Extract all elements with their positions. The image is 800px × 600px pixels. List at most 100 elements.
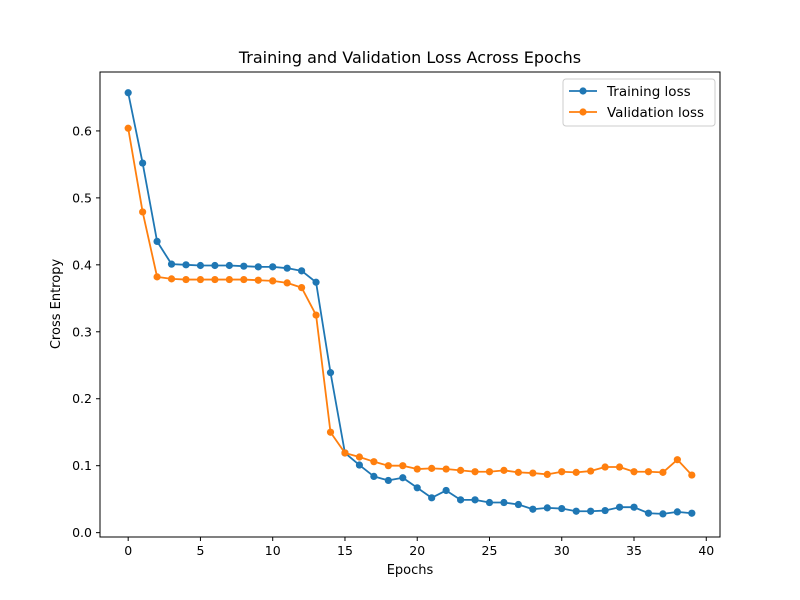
data-point — [413, 465, 421, 473]
data-point — [240, 275, 248, 284]
data-point — [139, 159, 147, 167]
data-point — [370, 458, 378, 466]
data-point — [399, 474, 407, 482]
data-point — [601, 463, 609, 471]
x-tick-label: 15 — [337, 543, 353, 558]
y-tick-label: 0.6 — [72, 123, 92, 138]
data-point — [298, 267, 306, 275]
data-point — [124, 124, 132, 132]
data-point — [182, 261, 190, 269]
data-point — [471, 468, 479, 476]
data-point — [312, 278, 320, 286]
data-point — [587, 507, 595, 515]
data-point — [659, 510, 667, 518]
data-point — [182, 275, 190, 284]
legend-item: Validation loss — [569, 105, 704, 121]
data-point — [543, 504, 551, 512]
data-point — [269, 277, 277, 285]
y-axis: 0.0 0.1 0.2 0.3 0.4 0.5 0.6 — [72, 123, 100, 540]
x-tick-label: 30 — [554, 543, 570, 558]
plot-area — [99, 71, 721, 538]
data-point — [326, 428, 335, 436]
data-point — [500, 498, 508, 507]
x-tick-label: 35 — [626, 543, 642, 558]
data-point — [673, 456, 681, 464]
data-point — [485, 498, 494, 507]
data-point — [543, 470, 551, 478]
x-axis-label: Epochs — [387, 563, 434, 578]
data-point — [688, 471, 696, 479]
data-point — [500, 466, 508, 474]
data-point — [442, 486, 450, 495]
data-point — [456, 466, 465, 474]
data-point — [630, 503, 638, 511]
data-point — [485, 468, 494, 476]
data-point — [615, 463, 624, 471]
data-point — [139, 208, 147, 216]
x-tick-label: 0 — [124, 543, 132, 558]
data-point — [283, 264, 291, 272]
data-point — [688, 509, 696, 517]
x-tick-label: 20 — [409, 543, 425, 558]
x-tick-label: 40 — [698, 543, 714, 558]
data-point — [211, 275, 219, 284]
legend-item: Training loss — [569, 84, 691, 100]
x-tick-label: 10 — [265, 543, 281, 558]
data-point — [269, 263, 277, 271]
y-tick-label: 0.1 — [72, 458, 92, 473]
data-point — [601, 506, 609, 515]
data-point — [254, 276, 262, 284]
plot-frame — [99, 71, 721, 538]
legend-swatch-marker — [579, 108, 587, 116]
data-point — [167, 275, 176, 283]
data-point — [196, 275, 205, 284]
series-line — [127, 92, 692, 515]
data-point — [428, 464, 436, 472]
data-point — [644, 509, 653, 517]
data-point — [298, 283, 306, 292]
data-point — [428, 494, 436, 502]
data-point — [514, 500, 522, 509]
data-point — [456, 496, 465, 504]
data-point — [587, 467, 595, 475]
data-point — [529, 505, 537, 513]
data-point — [355, 461, 364, 469]
data-point — [529, 469, 537, 477]
x-axis: 0 5 10 15 20 25 30 35 40 — [124, 537, 714, 558]
series-group — [124, 89, 696, 518]
series-validation-loss — [124, 124, 696, 479]
data-point — [558, 468, 566, 476]
data-point — [659, 468, 667, 476]
y-tick-label: 0.4 — [72, 257, 92, 272]
data-point — [225, 261, 233, 270]
data-point — [673, 508, 681, 516]
x-tick-label: 5 — [196, 543, 204, 558]
data-point — [630, 468, 638, 476]
y-axis-label: Cross Entropy — [49, 259, 64, 350]
data-point — [572, 468, 580, 476]
data-point — [384, 462, 392, 470]
data-point — [384, 476, 392, 485]
data-point — [399, 462, 407, 470]
series-training-loss — [124, 89, 696, 518]
data-point — [442, 465, 450, 473]
data-point — [615, 503, 624, 511]
y-tick-label: 0.2 — [72, 391, 92, 406]
data-point — [124, 89, 132, 97]
data-point — [413, 484, 421, 492]
legend-swatch-marker — [579, 87, 587, 95]
legend-label: Training loss — [606, 84, 691, 100]
data-point — [558, 504, 566, 513]
data-point — [644, 468, 653, 476]
x-tick-label: 25 — [482, 543, 498, 558]
data-point — [211, 261, 219, 270]
data-point — [572, 507, 580, 515]
y-tick-label: 0.5 — [72, 190, 92, 205]
y-tick-label: 0.0 — [72, 525, 92, 540]
data-point — [370, 472, 378, 481]
data-point — [341, 449, 349, 457]
data-point — [312, 311, 320, 319]
data-point — [326, 369, 335, 377]
data-point — [196, 261, 205, 270]
